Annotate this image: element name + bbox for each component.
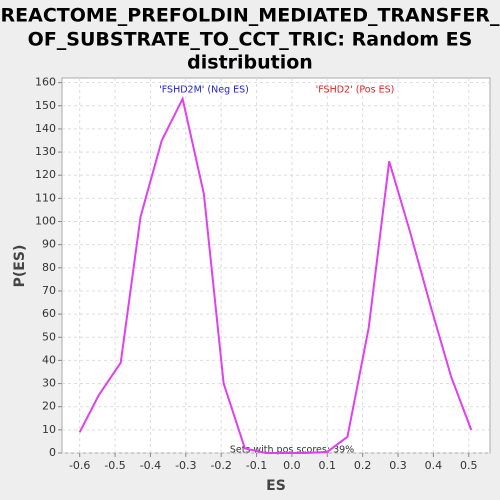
y-tick-label: 10: [42, 423, 56, 436]
x-tick-label: -0.2: [210, 459, 231, 472]
annotation: 'FSHD2M' (Neg ES): [159, 85, 249, 96]
chart-title: REACTOME_PREFOLDIN_MEDIATED_TRANSFER_: [1, 5, 500, 27]
y-tick-label: 20: [42, 400, 56, 413]
y-tick-label: 50: [42, 330, 56, 343]
y-tick-label: 120: [35, 168, 56, 181]
x-tick-label: -0.1: [246, 459, 267, 472]
x-tick-label: 0.4: [425, 459, 443, 472]
annotation: 'FSHD2' (Pos ES): [316, 85, 395, 96]
x-tick-label: 0.5: [460, 459, 478, 472]
y-tick-label: 40: [42, 353, 56, 366]
y-tick-label: 70: [42, 284, 56, 297]
x-axis-label: ES: [266, 478, 286, 494]
plot-area: [61, 77, 491, 454]
annotation: Sets with pos scores: 39%: [230, 445, 354, 456]
x-tick-label: 0.0: [283, 459, 301, 472]
x-tick-label: -0.6: [69, 459, 90, 472]
y-tick-label: 140: [35, 122, 56, 135]
y-tick-label: 0: [49, 446, 56, 459]
y-tick-label: 150: [35, 99, 56, 112]
y-tick-label: 100: [35, 215, 56, 228]
y-tick-label: 30: [42, 377, 56, 390]
y-tick-label: 130: [35, 145, 56, 158]
y-tick-label: 80: [42, 261, 56, 274]
y-tick-label: 110: [35, 191, 56, 204]
y-axis-label: P(ES): [12, 245, 28, 288]
x-tick-label: 0.3: [389, 459, 407, 472]
y-tick-label: 60: [42, 307, 56, 320]
x-tick-label: -0.3: [175, 459, 196, 472]
line: [78, 95, 473, 454]
x-tick-label: 0.1: [319, 459, 337, 472]
x-tick-label: -0.5: [104, 459, 125, 472]
y-tick-label: 160: [35, 76, 56, 89]
y-tick-label: 90: [42, 238, 56, 251]
x-tick-label: -0.4: [140, 459, 161, 472]
x-tick-label: 0.2: [354, 459, 372, 472]
chart-title: distribution: [187, 52, 313, 74]
chart-title: OF_SUBSTRATE_TO_CCT_TRIC: Random ES: [28, 29, 473, 51]
